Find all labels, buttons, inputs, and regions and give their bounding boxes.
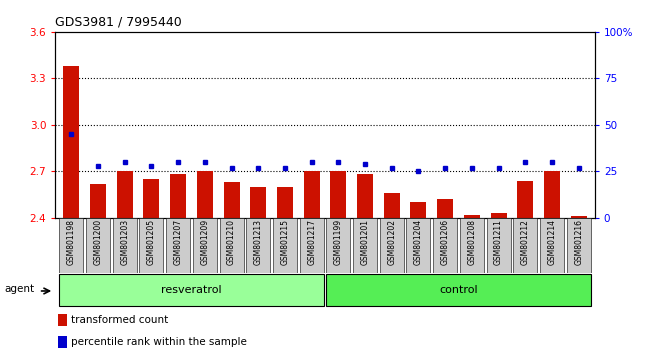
FancyBboxPatch shape [300,218,324,273]
Bar [144,179,159,218]
FancyBboxPatch shape [433,218,457,273]
FancyBboxPatch shape [460,218,484,273]
Bar [58,336,66,348]
Bar [304,171,320,218]
Text: GSM801199: GSM801199 [334,219,343,266]
Bar [544,171,560,218]
Bar [464,215,480,218]
Bar [63,66,79,218]
Bar [491,213,506,218]
Text: control: control [439,285,478,295]
Bar [58,314,66,326]
Bar [197,171,213,218]
Bar [357,174,373,218]
Bar [250,187,266,218]
FancyBboxPatch shape [193,218,217,273]
Text: GSM801203: GSM801203 [120,219,129,266]
Bar [517,181,533,218]
FancyBboxPatch shape [246,218,270,273]
FancyBboxPatch shape [166,218,190,273]
Text: GSM801214: GSM801214 [547,219,556,266]
Bar [410,202,426,218]
FancyBboxPatch shape [220,218,244,273]
FancyBboxPatch shape [353,218,377,273]
Text: GSM801215: GSM801215 [280,219,289,266]
FancyBboxPatch shape [487,218,511,273]
FancyBboxPatch shape [540,218,564,273]
FancyBboxPatch shape [59,274,324,306]
FancyBboxPatch shape [567,218,591,273]
Text: GSM801210: GSM801210 [227,219,236,266]
FancyBboxPatch shape [112,218,136,273]
Bar [170,174,186,218]
FancyBboxPatch shape [514,218,538,273]
FancyBboxPatch shape [380,218,404,273]
FancyBboxPatch shape [273,218,297,273]
Bar [384,193,400,218]
FancyBboxPatch shape [59,218,83,273]
Bar [117,171,133,218]
Text: GSM801204: GSM801204 [414,219,423,266]
FancyBboxPatch shape [139,218,163,273]
Text: GSM801207: GSM801207 [174,219,183,266]
Bar [277,187,293,218]
Text: GSM801211: GSM801211 [494,219,503,265]
Bar [437,199,453,218]
Bar [571,216,587,218]
Bar [90,184,106,218]
Bar [330,171,346,218]
FancyBboxPatch shape [326,218,350,273]
Text: GSM801200: GSM801200 [94,219,103,266]
Text: GSM801205: GSM801205 [147,219,156,266]
Text: GSM801208: GSM801208 [467,219,476,266]
Text: percentile rank within the sample: percentile rank within the sample [72,337,247,347]
FancyBboxPatch shape [326,274,591,306]
Text: GSM801206: GSM801206 [441,219,450,266]
FancyBboxPatch shape [86,218,110,273]
Text: resveratrol: resveratrol [161,285,222,295]
Bar [224,182,240,218]
Text: GSM801198: GSM801198 [67,219,76,266]
Text: GSM801216: GSM801216 [574,219,583,266]
Text: agent: agent [5,284,34,293]
Text: transformed count: transformed count [72,315,169,325]
Text: GSM801209: GSM801209 [200,219,209,266]
Text: GSM801213: GSM801213 [254,219,263,266]
Text: GDS3981 / 7995440: GDS3981 / 7995440 [55,16,182,29]
FancyBboxPatch shape [406,218,430,273]
Text: GSM801212: GSM801212 [521,219,530,265]
Text: GSM801217: GSM801217 [307,219,316,266]
Text: GSM801201: GSM801201 [361,219,370,266]
Text: GSM801202: GSM801202 [387,219,396,266]
